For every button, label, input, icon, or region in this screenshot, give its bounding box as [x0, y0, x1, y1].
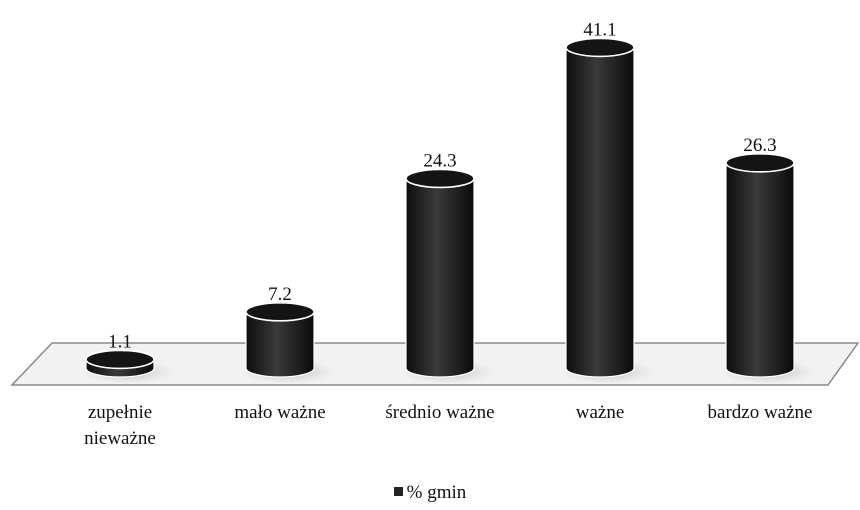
category-label: zupełnie nieważne [84, 402, 156, 449]
bar-body [725, 162, 795, 378]
bar-body [245, 311, 315, 378]
category-label: bardzo ważne [707, 402, 813, 423]
bar-top [245, 302, 315, 322]
bar-top [85, 349, 155, 370]
bar [400, 168, 496, 384]
bar-body [405, 177, 475, 378]
legend-swatch [393, 487, 403, 496]
bar [720, 153, 816, 384]
category-label: średnio ważne [385, 402, 495, 423]
bar [80, 349, 176, 384]
bar-top [725, 153, 795, 173]
data-label: 1.1 [108, 331, 132, 352]
legend: % gmin [0, 482, 860, 504]
category-label: mało ważne [234, 402, 326, 423]
bar-top [405, 168, 475, 189]
data-label: 7.2 [268, 284, 292, 305]
data-label: 26.3 [743, 135, 776, 156]
data-label: 24.3 [423, 150, 456, 171]
bar [240, 302, 336, 384]
legend-label: % gmin [406, 482, 467, 503]
category-label: ważne [575, 402, 625, 423]
bar-body [565, 46, 635, 378]
bar-top [565, 37, 635, 58]
bar [560, 37, 656, 384]
data-label: 41.1 [583, 19, 616, 40]
